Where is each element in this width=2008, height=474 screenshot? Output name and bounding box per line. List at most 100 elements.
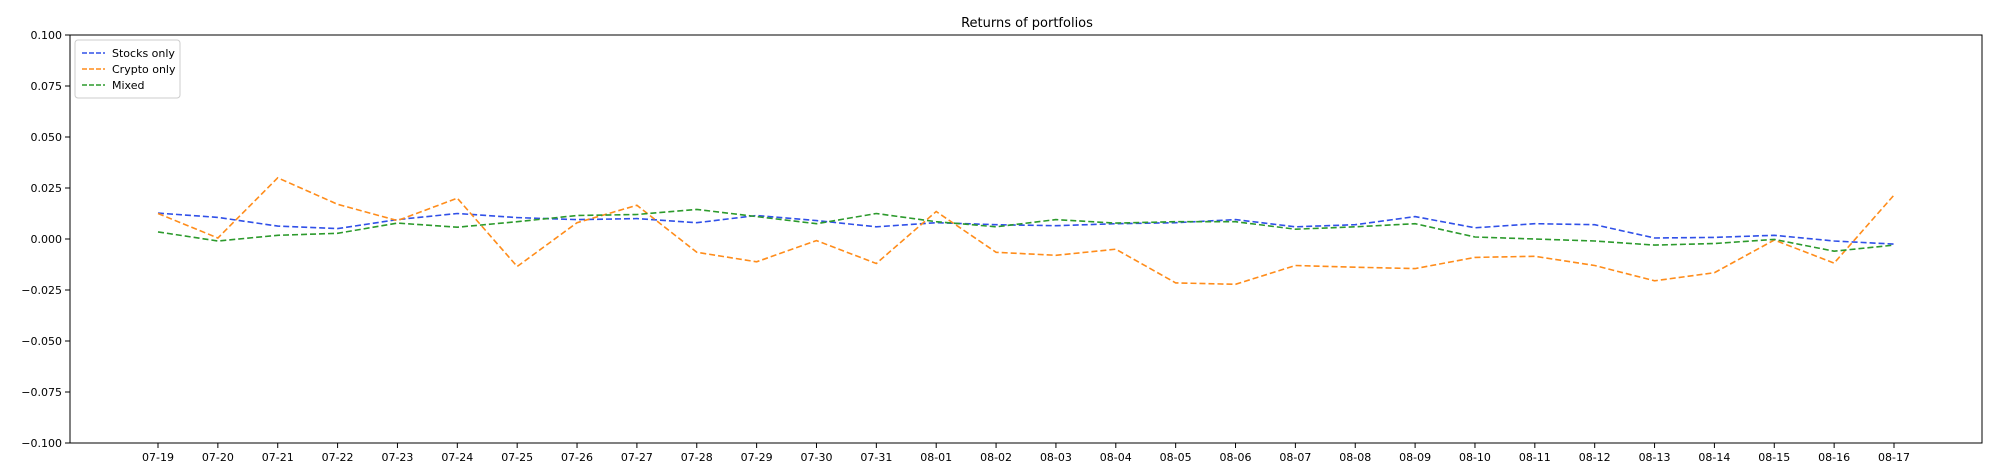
data-point-crypto-only (1294, 264, 1296, 266)
data-point-mixed (516, 220, 518, 222)
legend-label-crypto-only: Crypto only (112, 63, 176, 76)
x-tick-label: 08-08 (1339, 451, 1371, 464)
x-tick-label: 08-14 (1698, 451, 1730, 464)
data-point-mixed (1174, 220, 1176, 222)
series-line-stocks-only (157, 212, 1895, 245)
data-point-stocks-only (1773, 234, 1775, 236)
data-point-crypto-only (277, 177, 279, 179)
x-tick-label: 08-07 (1279, 451, 1311, 464)
y-tick-label: −0.025 (21, 284, 62, 297)
data-point-mixed (1115, 222, 1117, 224)
data-point-stocks-only (1414, 215, 1416, 217)
data-point-mixed (1773, 238, 1775, 240)
legend-label-mixed: Mixed (112, 79, 144, 92)
data-point-crypto-only (396, 219, 398, 221)
data-point-crypto-only (1414, 267, 1416, 269)
data-point-crypto-only (336, 203, 338, 205)
x-tick-label: 08-01 (920, 451, 952, 464)
data-point-mixed (995, 226, 997, 228)
y-tick-label: −0.050 (21, 335, 62, 348)
x-tick-label: 08-12 (1579, 451, 1611, 464)
data-point-stocks-only (1833, 240, 1835, 242)
data-point-stocks-only (456, 212, 458, 214)
data-point-mixed (636, 213, 638, 215)
y-tick-label: 0.100 (31, 29, 63, 42)
data-point-crypto-only (815, 239, 817, 241)
x-tick-label: 08-16 (1818, 451, 1850, 464)
data-point-crypto-only (217, 237, 219, 239)
data-point-mixed (1833, 250, 1835, 252)
data-point-crypto-only (1234, 283, 1236, 285)
data-point-crypto-only (456, 197, 458, 199)
data-point-crypto-only (1174, 282, 1176, 284)
data-point-crypto-only (1354, 266, 1356, 268)
data-point-crypto-only (1893, 194, 1895, 196)
x-tick-label: 08-13 (1639, 451, 1671, 464)
data-point-mixed (1055, 218, 1057, 220)
y-tick-label: −0.075 (21, 386, 62, 399)
x-tick-label: 08-04 (1100, 451, 1132, 464)
x-tick-label: 07-22 (322, 451, 354, 464)
data-point-crypto-only (636, 204, 638, 206)
y-tick-label: 0.050 (31, 131, 63, 144)
data-point-crypto-only (696, 251, 698, 253)
data-point-mixed (1713, 242, 1715, 244)
data-point-crypto-only (157, 212, 159, 214)
x-tick-label: 07-21 (262, 451, 294, 464)
data-point-stocks-only (815, 219, 817, 221)
x-tick-label: 07-28 (681, 451, 713, 464)
legend-label-stocks-only: Stocks only (112, 47, 175, 60)
data-point-stocks-only (696, 221, 698, 223)
y-tick-label: 0.000 (31, 233, 63, 246)
data-point-mixed (1534, 238, 1536, 240)
data-point-stocks-only (1234, 218, 1236, 220)
y-axis: −0.100 −0.075 −0.050 −0.025 0.000 0.025 0.050 0… (21, 29, 70, 450)
legend: Stocks only Crypto only Mixed (74, 39, 181, 99)
data-point-mixed (576, 214, 578, 216)
data-point-mixed (815, 223, 817, 225)
data-point-mixed (217, 240, 219, 242)
x-tick-label: 08-03 (1040, 451, 1072, 464)
data-point-stocks-only (1534, 223, 1536, 225)
data-point-crypto-only (935, 210, 937, 212)
data-point-mixed (1893, 244, 1895, 246)
data-point-stocks-only (1713, 236, 1715, 238)
x-tick-label: 08-17 (1878, 451, 1910, 464)
data-point-stocks-only (1653, 237, 1655, 239)
x-axis: 07-19 07-20 07-21 07-22 07-23 07-24 07-25 07-26… (142, 443, 1910, 464)
data-point-stocks-only (1474, 227, 1476, 229)
data-point-crypto-only (755, 261, 757, 263)
data-point-stocks-only (636, 217, 638, 219)
x-tick-label: 07-26 (561, 451, 593, 464)
chart-title: Returns of portfolios (961, 16, 1093, 31)
data-point-crypto-only (1653, 280, 1655, 282)
y-tick-label: −0.100 (21, 437, 62, 450)
data-point-mixed (336, 232, 338, 234)
data-point-mixed (1593, 240, 1595, 242)
y-tick-label: 0.075 (31, 80, 63, 93)
data-point-crypto-only (875, 262, 877, 264)
data-point-stocks-only (336, 227, 338, 229)
data-point-crypto-only (995, 251, 997, 253)
data-point-mixed (1354, 226, 1356, 228)
x-tick-label: 08-06 (1220, 451, 1252, 464)
x-tick-label: 08-05 (1160, 451, 1192, 464)
x-tick-label: 08-02 (980, 451, 1012, 464)
data-point-crypto-only (1593, 264, 1595, 266)
x-tick-label: 07-30 (800, 451, 832, 464)
data-point-mixed (696, 208, 698, 210)
data-point-mixed (1653, 244, 1655, 246)
data-point-crypto-only (1833, 262, 1835, 264)
legend-box (74, 39, 181, 99)
data-point-mixed (1294, 228, 1296, 230)
x-tick-label: 07-25 (501, 451, 533, 464)
data-point-stocks-only (277, 225, 279, 227)
data-point-stocks-only (875, 226, 877, 228)
data-point-mixed (396, 222, 398, 224)
data-point-stocks-only (1055, 225, 1057, 227)
data-point-mixed (1474, 236, 1476, 238)
data-point-stocks-only (576, 218, 578, 220)
data-point-stocks-only (516, 216, 518, 218)
data-point-mixed (456, 226, 458, 228)
